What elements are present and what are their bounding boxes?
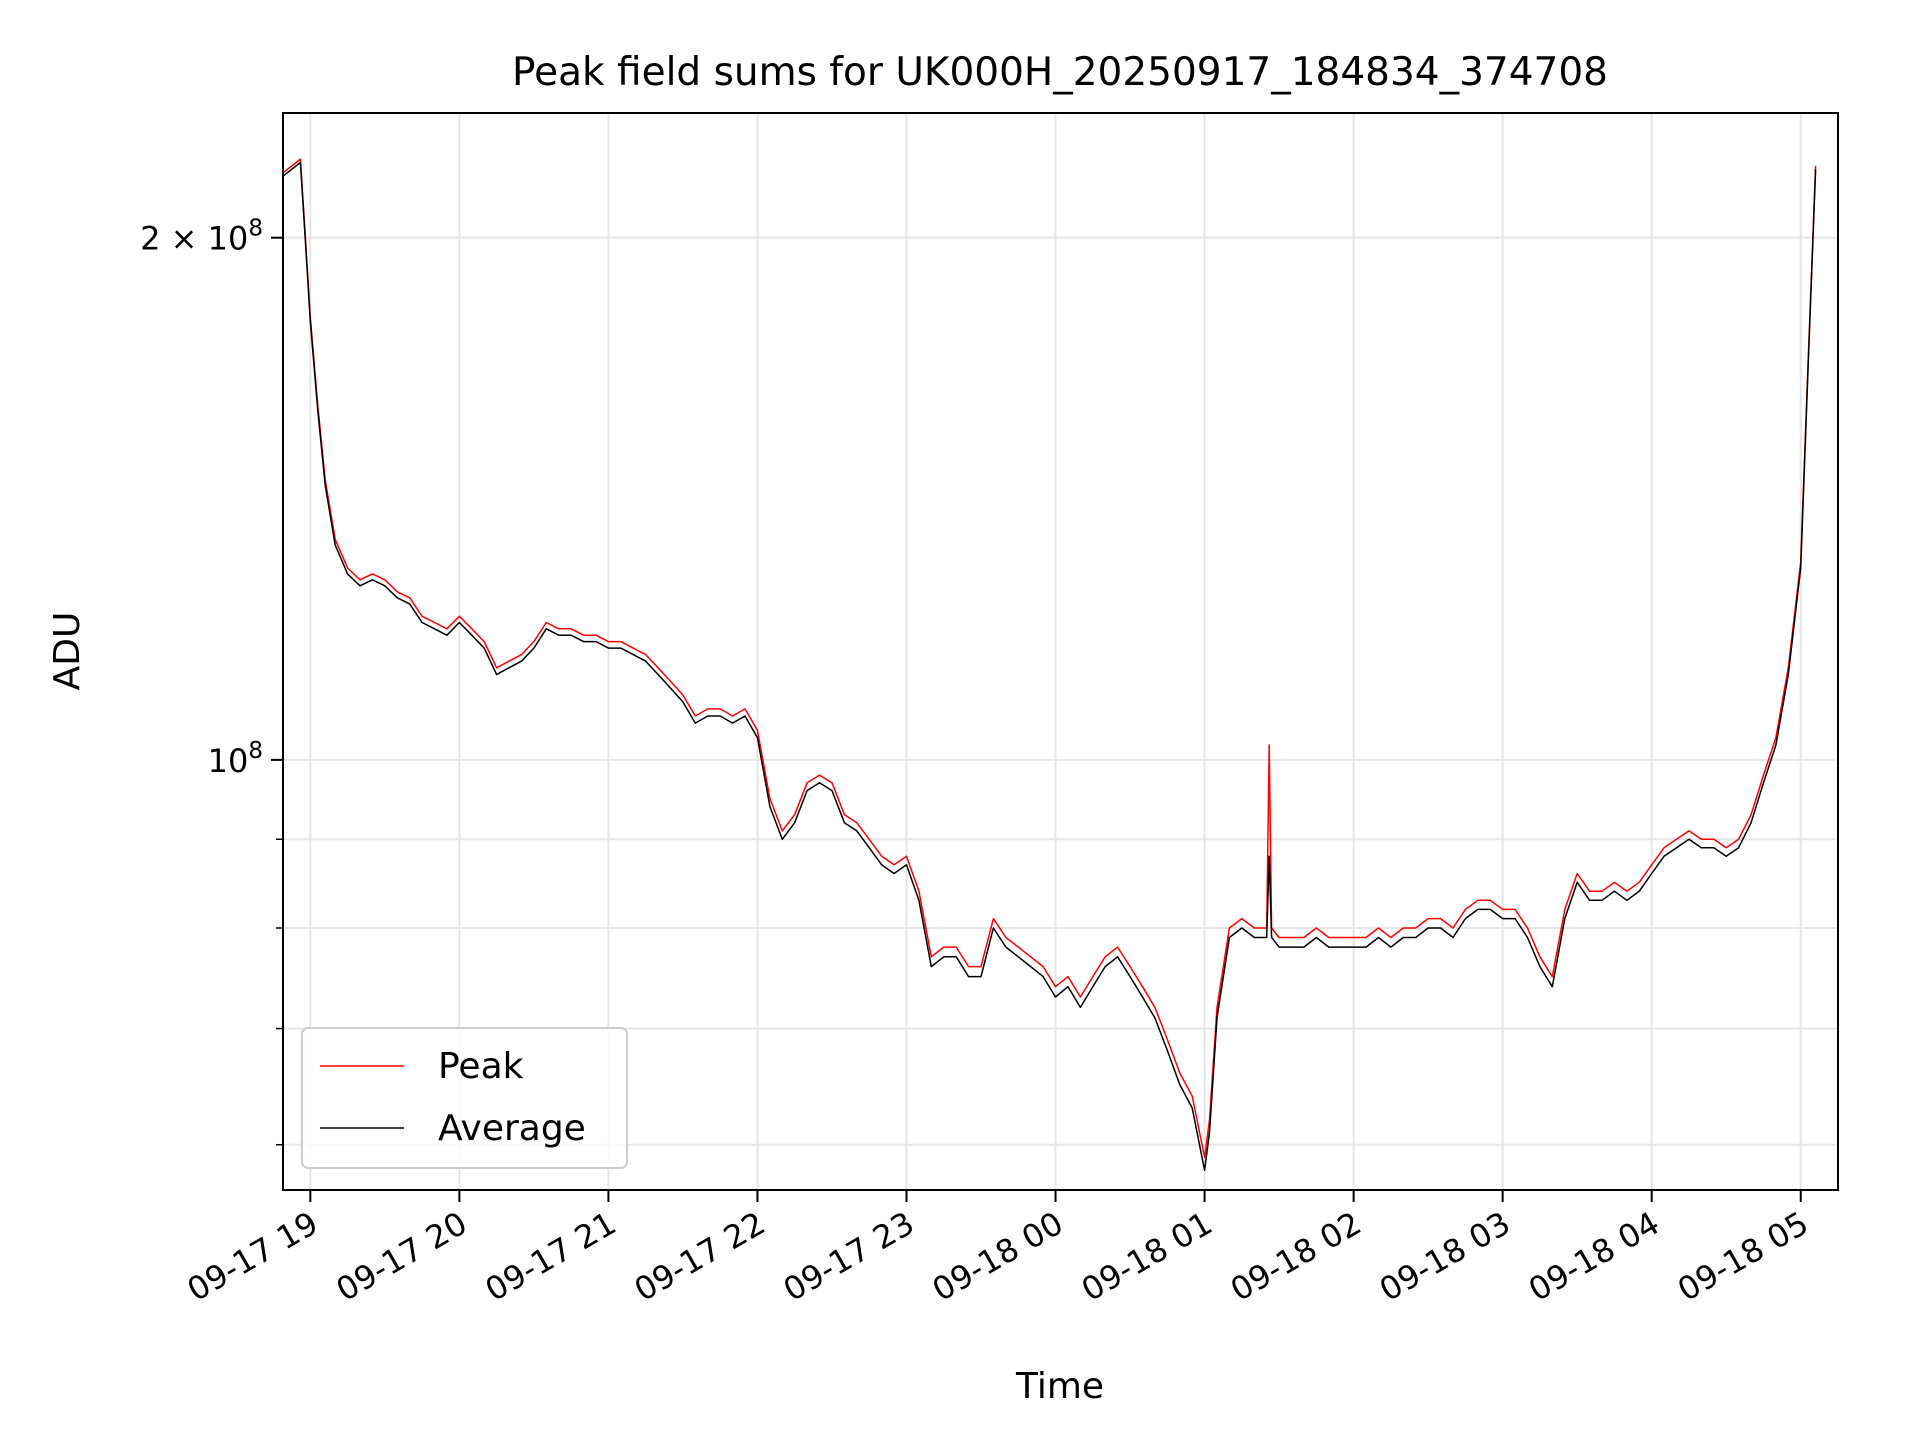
chart-title: Peak field sums for UK000H_20250917_1848… xyxy=(512,50,1608,95)
legend-label-average: Average xyxy=(438,1108,586,1149)
x-axis-label: Time xyxy=(1015,1366,1104,1407)
legend: Peak Average xyxy=(301,1027,628,1169)
y-axis-label: ADU xyxy=(47,612,88,691)
y-tick-label: 2 × 108 xyxy=(140,216,263,258)
y-tick-label: 108 xyxy=(208,738,263,780)
series-line-peak xyxy=(282,158,1817,1159)
gridlines xyxy=(283,113,1838,1190)
legend-label-peak: Peak xyxy=(438,1046,524,1087)
legend-box xyxy=(301,1027,628,1169)
series-lines xyxy=(282,158,1817,1172)
series-line-average xyxy=(282,161,1817,1172)
plot-frame xyxy=(282,112,1839,1191)
y-axis: 108 2 × 108 xyxy=(140,216,283,1146)
